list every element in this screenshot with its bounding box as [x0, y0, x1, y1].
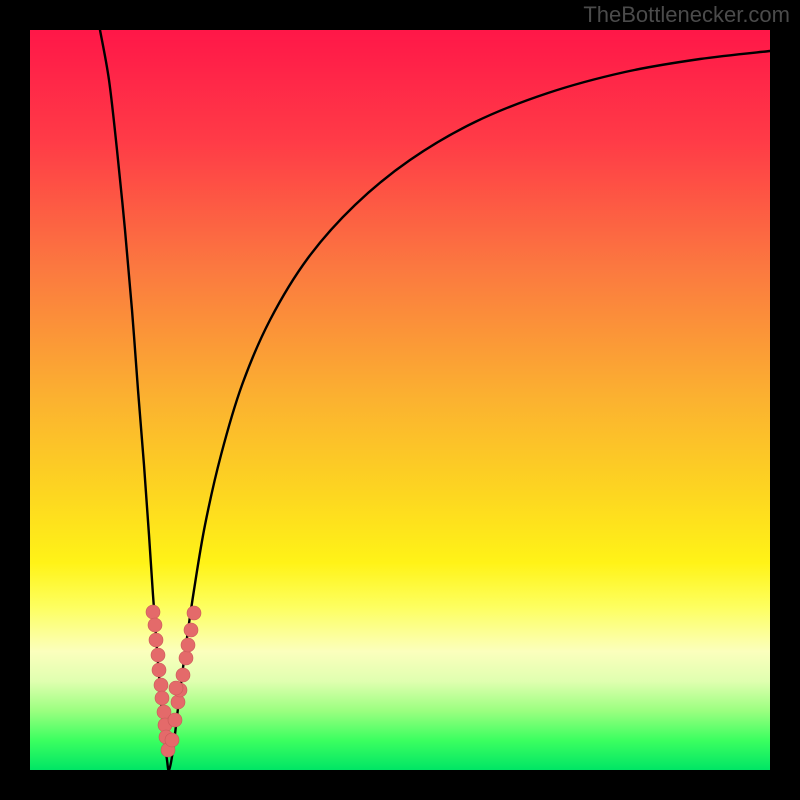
data-marker: [179, 651, 193, 665]
data-marker: [184, 623, 198, 637]
chart-container: TheBottlenecker.com: [0, 0, 800, 800]
data-marker: [171, 695, 185, 709]
data-marker: [149, 633, 163, 647]
data-marker: [146, 605, 160, 619]
data-marker: [148, 618, 162, 632]
chart-svg: [0, 0, 800, 800]
data-marker: [187, 606, 201, 620]
data-marker: [181, 638, 195, 652]
data-marker: [169, 681, 183, 695]
plot-background: [30, 30, 770, 770]
data-marker: [168, 713, 182, 727]
data-marker: [154, 678, 168, 692]
data-marker: [152, 663, 166, 677]
data-marker: [155, 691, 169, 705]
data-marker: [176, 668, 190, 682]
data-marker: [151, 648, 165, 662]
data-marker: [165, 733, 179, 747]
